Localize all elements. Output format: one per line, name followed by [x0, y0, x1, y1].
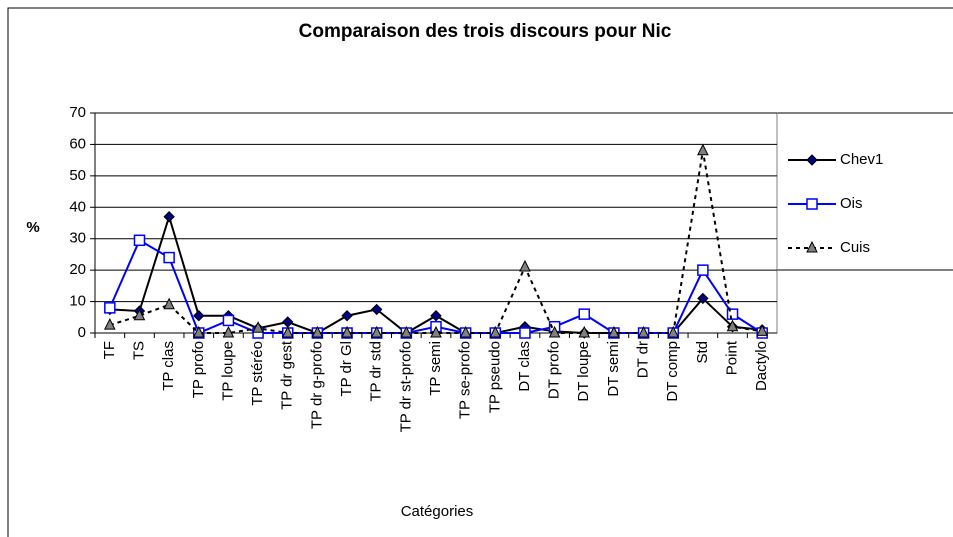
point: [637, 325, 650, 338]
point: [697, 292, 709, 305]
point: [370, 303, 383, 316]
point: [519, 327, 531, 339]
x-tick-label: DT clas: [516, 341, 533, 392]
point: [430, 325, 442, 338]
plot-area: [94, 112, 778, 334]
point: [430, 310, 442, 322]
point: [400, 325, 413, 338]
x-tick-label: TP loupe: [219, 341, 236, 401]
x-tick-label: DT dr: [635, 341, 652, 378]
x-tick-label: TP dr std: [368, 341, 385, 402]
x-tick-label: DT loupe: [575, 341, 592, 402]
x-tick-label: Point: [723, 340, 740, 375]
point: [222, 314, 235, 327]
point: [726, 308, 739, 320]
point: [341, 325, 353, 338]
x-tick-label: Dactylo: [753, 341, 770, 391]
x-tick-label: DT semi: [605, 341, 622, 397]
x-tick-label: TP dr gest: [279, 340, 296, 410]
point: [104, 318, 116, 330]
point: [133, 234, 146, 247]
point: [252, 321, 264, 333]
x-tick-label: TP se-profo: [457, 341, 474, 419]
point: [806, 240, 818, 253]
x-axis-title: Catégories: [401, 503, 474, 520]
point: [222, 325, 235, 338]
x-tick-label: TP dr g-profo: [308, 341, 325, 429]
point: [548, 325, 561, 338]
x-tick-label: TP dr st-profo: [397, 341, 414, 432]
point: [806, 198, 818, 210]
point: [667, 325, 680, 338]
x-tick-label: TP profo: [190, 341, 207, 398]
point: [163, 211, 175, 223]
point: [578, 308, 591, 320]
legend-box: [776, 112, 953, 271]
y-tick-label: 20: [69, 261, 86, 278]
point: [459, 325, 472, 338]
y-tick-label: 60: [69, 135, 86, 152]
x-tick-label: TS: [130, 341, 147, 360]
point: [489, 325, 502, 338]
point: [281, 325, 294, 338]
x-tick-label: DT profo: [546, 341, 563, 399]
y-tick-label: 50: [69, 167, 86, 184]
point: [726, 319, 739, 332]
point: [311, 325, 324, 338]
point: [697, 143, 709, 156]
point: [697, 264, 709, 276]
point: [163, 251, 175, 264]
x-tick-label: TP semi: [427, 341, 444, 396]
y-tick-label: 40: [69, 198, 86, 215]
x-tick-label: TP stéréo: [249, 341, 266, 406]
point: [193, 310, 205, 322]
legend-label: Ois: [840, 195, 863, 212]
point: [806, 154, 818, 166]
legend-label: Chev1: [840, 151, 883, 168]
point: [133, 308, 146, 321]
y-tick-label: 0: [78, 324, 86, 341]
x-tick-label: Std: [694, 341, 711, 364]
point: [370, 325, 383, 338]
x-tick-label: TP dr Gl: [338, 341, 355, 397]
point: [192, 325, 205, 338]
point: [341, 310, 353, 322]
x-tick-label: TP pseudo: [486, 341, 503, 413]
point: [104, 302, 116, 314]
point: [519, 259, 531, 272]
y-axis-title: %: [26, 219, 39, 236]
y-tick-label: 70: [69, 104, 86, 121]
point: [578, 325, 591, 338]
chart-title: Comparaison des trois discours pour Nic: [299, 21, 672, 42]
legend-label: Cuis: [840, 239, 870, 256]
y-tick-label: 30: [69, 230, 86, 247]
y-tick-label: 10: [69, 293, 86, 310]
point: [163, 297, 175, 310]
x-tick-label: TF: [101, 341, 118, 359]
x-tick-label: TP clas: [160, 341, 177, 391]
point: [756, 324, 768, 336]
x-tick-label: DT comp: [664, 341, 681, 402]
series-line: [109, 150, 763, 334]
point: [608, 325, 620, 338]
